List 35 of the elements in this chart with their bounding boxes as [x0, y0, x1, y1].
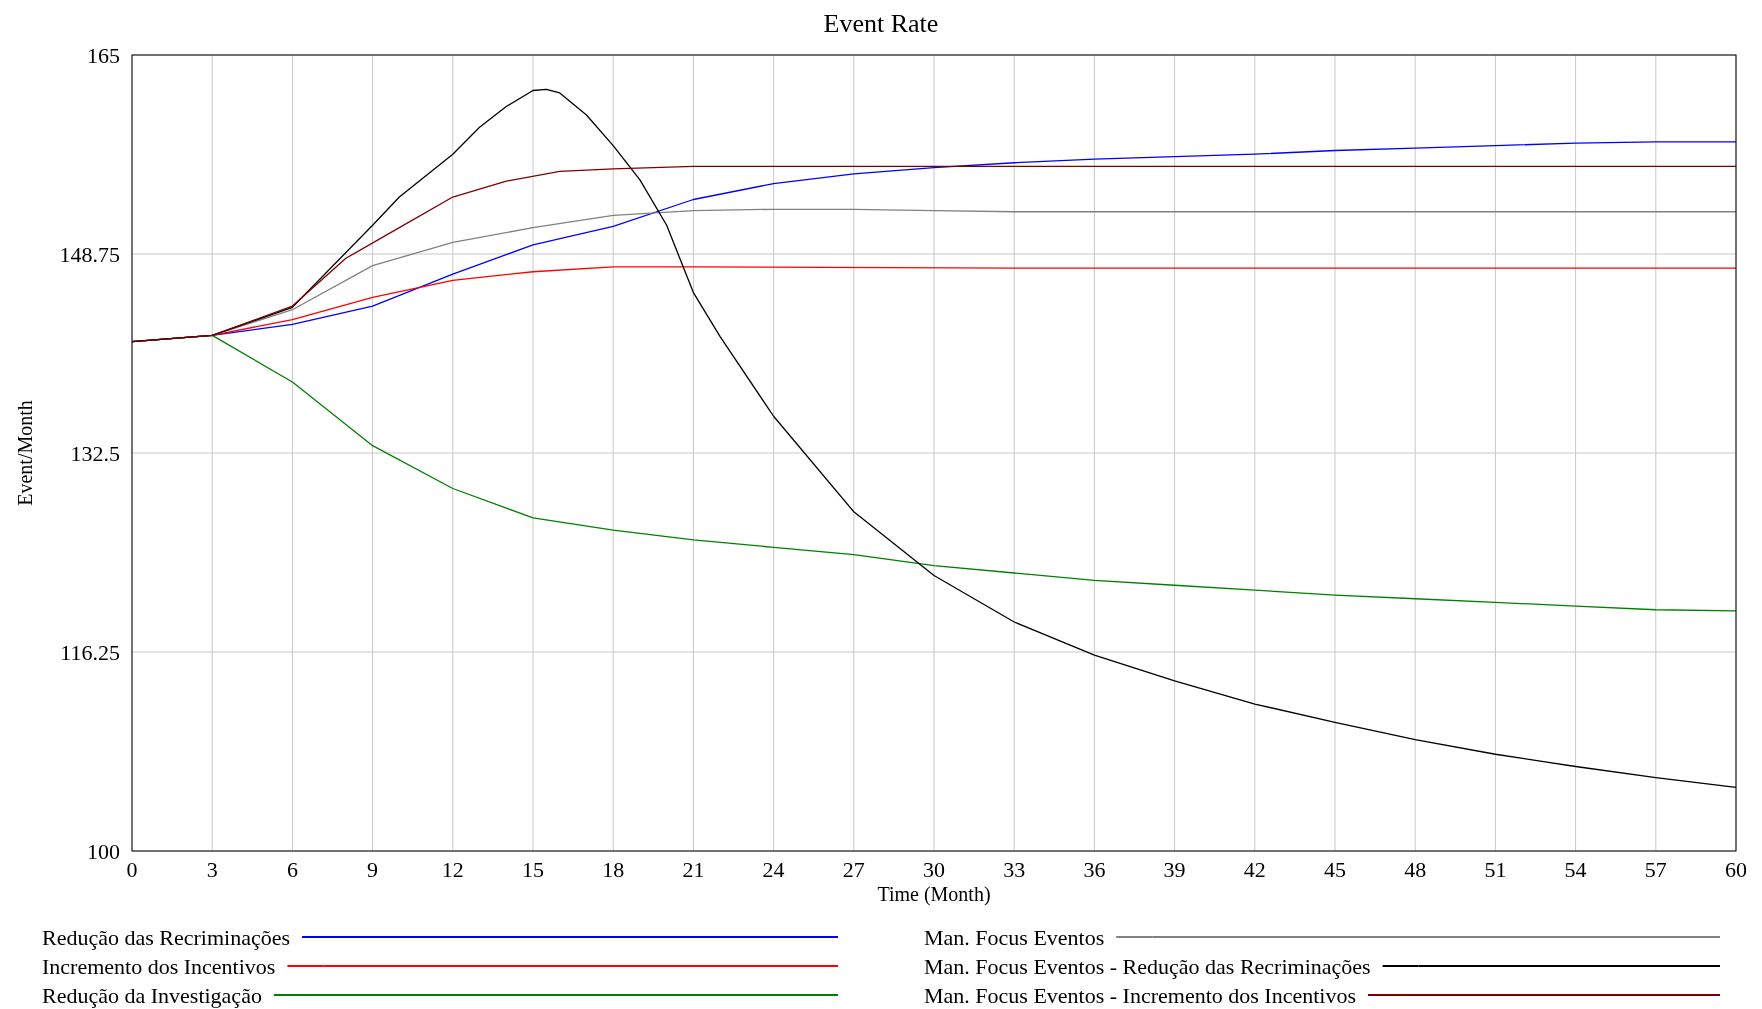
chart-title: Event Rate [823, 9, 939, 38]
legend-label: Incremento dos Incentivos [42, 953, 276, 979]
x-tick-label: 36 [1083, 857, 1106, 882]
x-tick-label: 54 [1564, 857, 1587, 882]
x-tick-label: 30 [923, 857, 945, 882]
x-tick-label: 51 [1484, 857, 1507, 882]
legend-label: Man. Focus Eventos - Redução das Recriminações [924, 953, 1371, 979]
x-tick-label: 12 [441, 857, 464, 882]
legend-label: Man. Focus Eventos - Incremento dos Incentivos [924, 982, 1356, 1008]
x-tick-label: 24 [762, 857, 785, 882]
y-axis-title: Event/Month [14, 400, 36, 506]
x-tick-label: 21 [682, 857, 705, 882]
y-tick-label: 132.5 [70, 440, 120, 466]
x-tick-label: 60 [1725, 857, 1747, 882]
x-tick-label: 3 [206, 857, 218, 882]
x-tick-label: 45 [1324, 857, 1346, 882]
x-tick-label: 15 [522, 857, 544, 882]
x-tick-label: 27 [842, 857, 865, 882]
x-tick-label: 42 [1243, 857, 1266, 882]
x-tick-label: 33 [1003, 857, 1026, 882]
y-tick-label: 116.25 [60, 639, 120, 665]
legend-label: Redução da Investigação [42, 982, 262, 1008]
legend-label: Redução das Recriminações [42, 924, 291, 950]
x-tick-label: 48 [1404, 857, 1427, 882]
x-tick-label: 0 [126, 857, 138, 882]
y-tick-label: 148.75 [59, 241, 120, 267]
y-tick-label: 165 [87, 42, 120, 68]
x-tick-label: 9 [367, 857, 379, 882]
legend-label: Man. Focus Eventos [924, 924, 1105, 950]
y-tick-label: 100 [87, 838, 120, 864]
x-tick-label: 57 [1644, 857, 1667, 882]
x-tick-label: 18 [602, 857, 625, 882]
x-tick-label: 39 [1163, 857, 1186, 882]
x-axis-title: Time (Month) [877, 883, 991, 906]
x-tick-label: 6 [286, 857, 298, 882]
